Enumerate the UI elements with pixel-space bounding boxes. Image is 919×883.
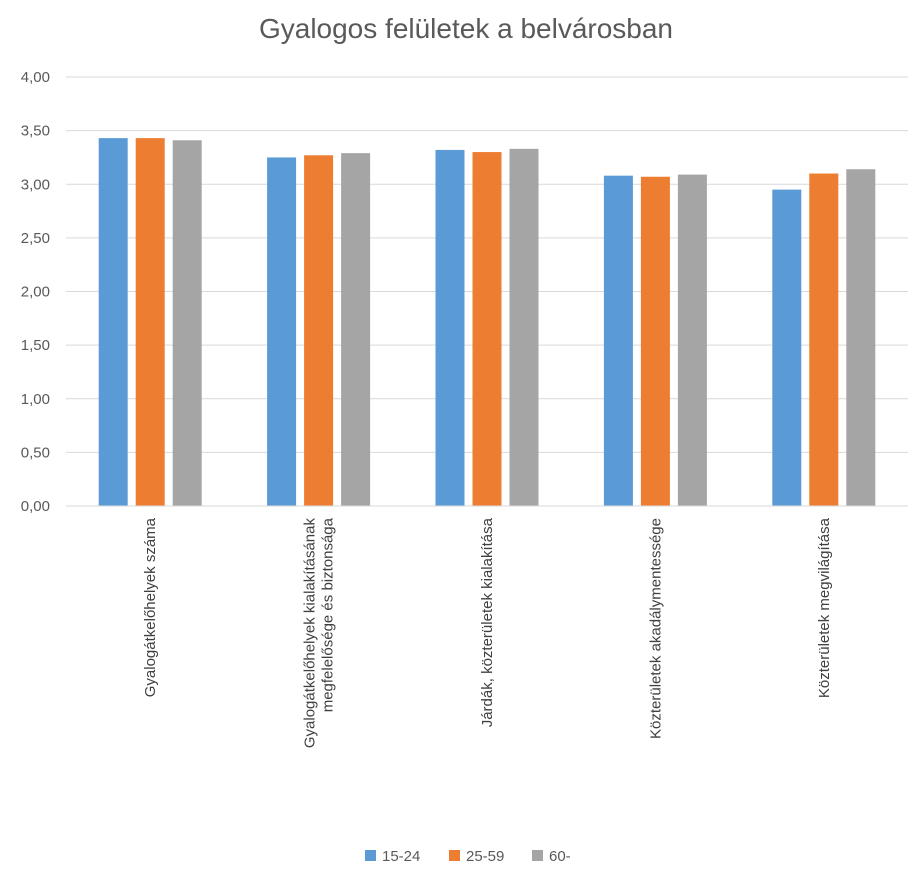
x-category-label-2: Járdák, közterületek kialakítása xyxy=(479,517,496,727)
legend-item-15-24: 15-24 xyxy=(365,848,420,865)
y-tick-label: 0,50 xyxy=(21,444,50,461)
legend: 15-24 25-59 60- xyxy=(365,848,571,865)
y-tick-label: 4,00 xyxy=(21,69,50,86)
bar-60--3 xyxy=(677,174,707,506)
bar-15-24-2 xyxy=(435,149,465,506)
bar-25-59-2 xyxy=(472,152,502,506)
x-category-label-0: Gyalogátkelőhelyek száma xyxy=(142,517,159,697)
bar-15-24-3 xyxy=(603,175,633,507)
bar-15-24-0 xyxy=(98,138,128,506)
y-tick-label: 2,00 xyxy=(21,284,50,301)
x-category-text: Járdák, közterületek kialakítása xyxy=(479,517,496,727)
bar-60--0 xyxy=(172,140,202,506)
y-tick-label: 3,50 xyxy=(21,123,50,140)
legend-item-60-: 60- xyxy=(532,848,571,865)
legend-label: 60- xyxy=(549,848,571,865)
bars xyxy=(98,138,876,507)
x-category-text: Gyalogátkelőhelyek száma xyxy=(142,517,159,697)
y-tick-label: 0,00 xyxy=(21,498,50,515)
x-category-label-4: Közterületek megvilágítása xyxy=(816,517,833,698)
y-tick-label: 1,50 xyxy=(21,337,50,354)
legend-item-25-59: 25-59 xyxy=(449,848,504,865)
bar-60--4 xyxy=(846,169,876,507)
x-category-label-1: Gyalogátkelőhelyek kialakításának megfele… xyxy=(302,517,337,748)
y-axis-ticks: 0,00 0,50 1,00 1,50 2,00 2,50 3,00 3,50 4,00 xyxy=(21,69,50,515)
y-tick-label: 1,00 xyxy=(21,391,50,408)
bar-25-59-0 xyxy=(135,138,165,506)
bar-25-59-3 xyxy=(640,176,670,506)
x-category-label-3: Közterületek akadálymentessége xyxy=(647,518,664,739)
legend-label: 25-59 xyxy=(466,848,504,865)
bar-15-24-1 xyxy=(267,157,297,506)
legend-swatch xyxy=(449,850,460,861)
bar-60--2 xyxy=(509,148,539,507)
bar-25-59-1 xyxy=(304,155,334,507)
x-axis-categories: Gyalogátkelőhelyek száma Gyalogátkelőhely… xyxy=(142,517,833,748)
bar-25-59-4 xyxy=(809,173,839,506)
legend-swatch xyxy=(365,850,376,861)
x-category-text: megfelelősége és biztonsága xyxy=(320,517,337,712)
x-category-text: Gyalogátkelőhelyek kialakításának xyxy=(302,518,319,749)
bar-15-24-4 xyxy=(772,189,802,507)
y-tick-label: 2,50 xyxy=(21,230,50,247)
x-category-text: Közterületek akadálymentessége xyxy=(647,518,664,739)
chart-title: Gyalogos felületek a belvárosban xyxy=(259,13,673,44)
legend-swatch xyxy=(532,850,543,861)
x-category-text: Közterületek megvilágítása xyxy=(816,517,833,698)
bar-60--1 xyxy=(341,153,371,506)
y-tick-label: 3,00 xyxy=(21,176,50,193)
legend-label: 15-24 xyxy=(382,848,420,865)
